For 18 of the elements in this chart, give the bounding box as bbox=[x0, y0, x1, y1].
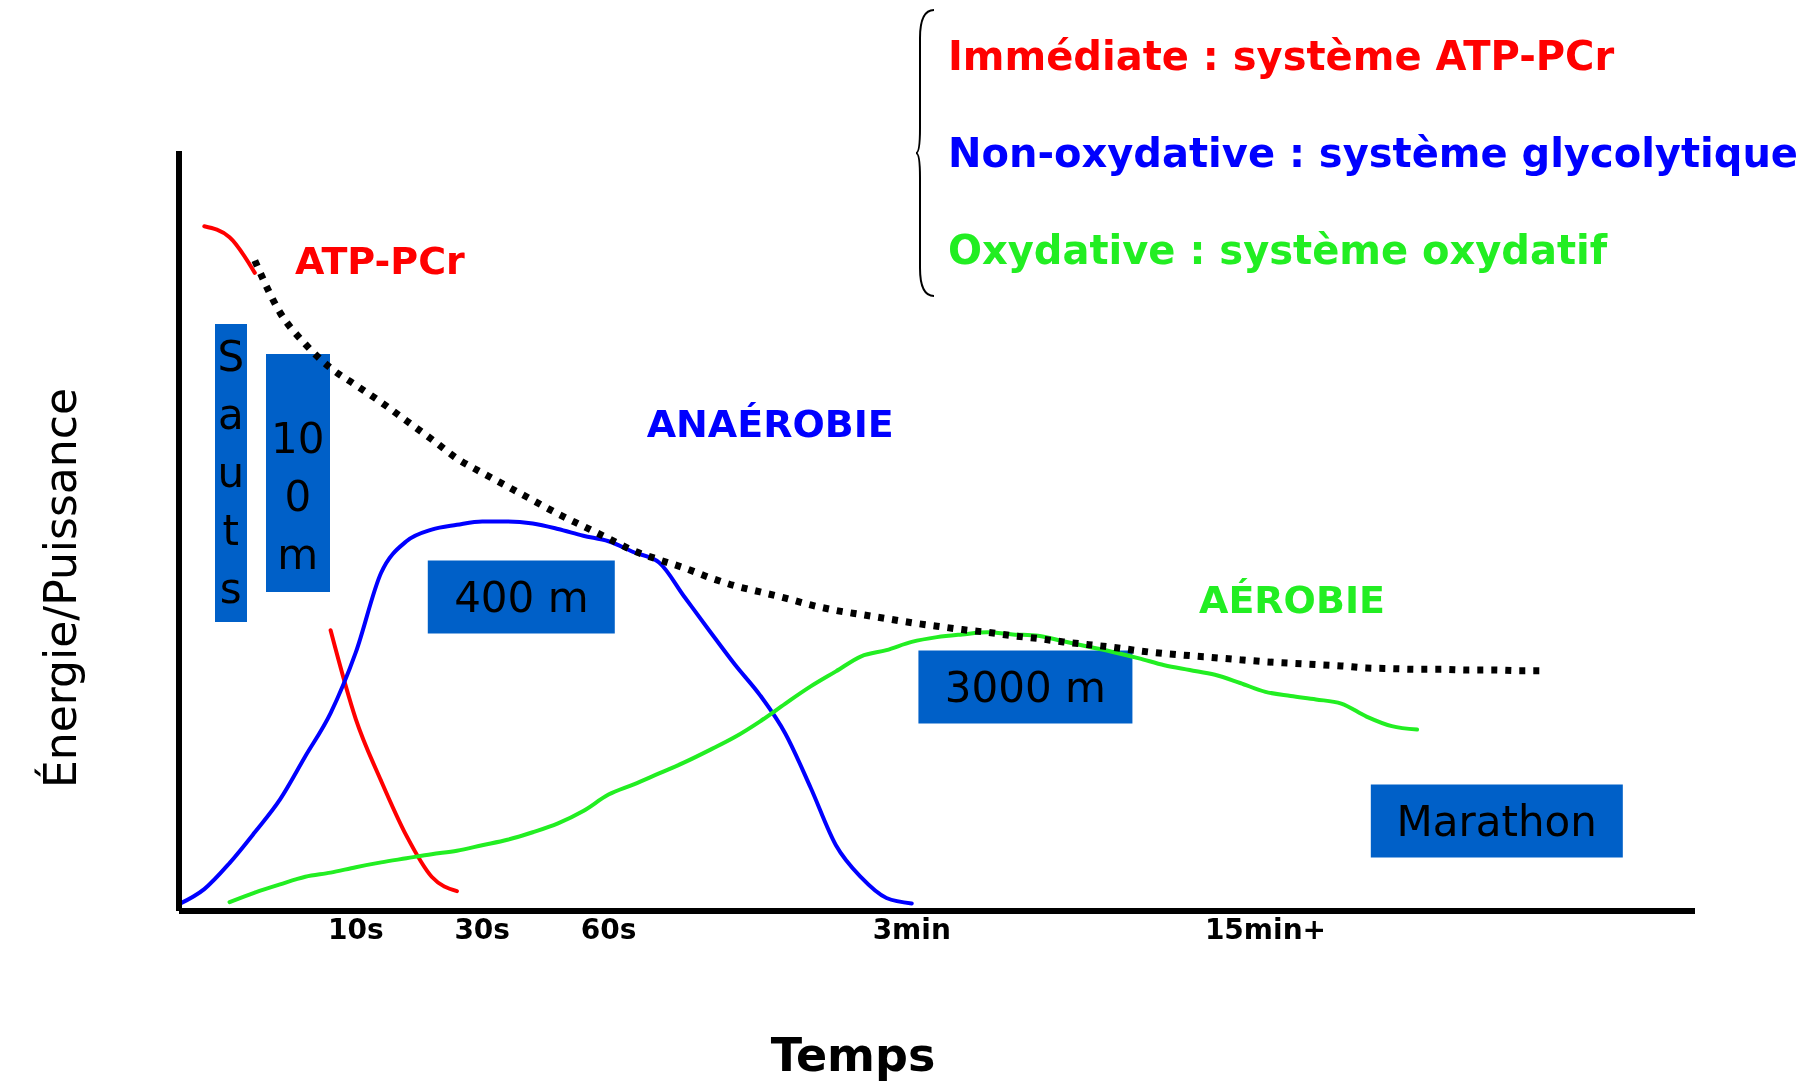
x-tick-label: 10s bbox=[328, 912, 384, 946]
x-axis-title: Temps bbox=[770, 1028, 936, 1082]
annotation: 100 m bbox=[265, 354, 330, 593]
annotation: 3000 m bbox=[918, 650, 1132, 724]
annotation: Sauts bbox=[214, 324, 247, 623]
x-tick-label: 60s bbox=[580, 912, 637, 946]
annotation: ANAÉROBIE bbox=[646, 401, 894, 446]
text: Non-oxydative : système glycolytique bbox=[947, 129, 1798, 176]
annotation: ATP-PCr bbox=[294, 239, 465, 284]
y-axis-title: Énergie/Puissance bbox=[34, 388, 86, 788]
text: Oxydative : système oxydatif bbox=[947, 226, 1609, 273]
text: Immédiate : système ATP-PCr bbox=[947, 33, 1616, 80]
annotation: 400 m bbox=[428, 560, 615, 634]
x-tick-label: 30s bbox=[454, 912, 511, 946]
annotation: Marathon bbox=[1370, 784, 1623, 858]
annotation: AÉROBIE bbox=[1198, 578, 1385, 623]
x-tick-label: 15min+ bbox=[1204, 912, 1327, 946]
x-tick-label: 3min bbox=[872, 912, 951, 946]
